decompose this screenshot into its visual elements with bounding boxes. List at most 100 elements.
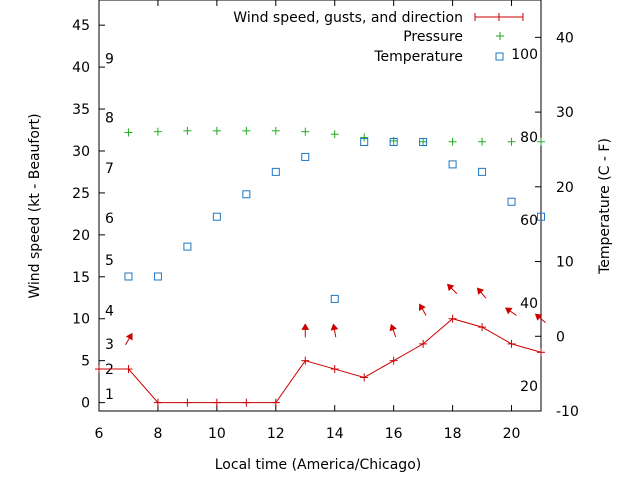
- wind-direction-arrow: [125, 332, 133, 346]
- pressure-point: [153, 127, 162, 136]
- arrow-head: [419, 303, 426, 311]
- y-left-tick-label: 10: [72, 312, 90, 328]
- y-left-tick-label: 5: [81, 354, 90, 370]
- pressure-point: [419, 137, 428, 146]
- temperature-point: [271, 167, 280, 176]
- wind-point: [242, 398, 251, 407]
- legend-key-temperature: [495, 52, 504, 61]
- temperature-point: [153, 272, 162, 281]
- wind-point: [507, 339, 516, 348]
- wind-point: [271, 398, 280, 407]
- pressure-point: [537, 137, 545, 146]
- pressure-point: [183, 126, 192, 135]
- pressure-point: [478, 137, 487, 146]
- pressure-point: [360, 133, 369, 142]
- fahrenheit-label: 20: [520, 379, 538, 395]
- pressure-point: [301, 127, 310, 136]
- wind-point: [183, 398, 192, 407]
- wind-point: [478, 323, 487, 332]
- wind-direction-arrows: [125, 283, 546, 346]
- arrow-head: [534, 313, 543, 321]
- wind-point: [301, 356, 310, 365]
- fahrenheit-label: 100: [511, 47, 538, 63]
- wind-direction-arrow: [389, 323, 397, 338]
- y-right-tick-label: 10: [556, 255, 574, 271]
- beaufort-label: 2: [105, 362, 114, 378]
- y-left-tick-label: 30: [72, 144, 90, 160]
- y-left-tick-label: 25: [72, 186, 90, 202]
- pressure-point: [212, 126, 221, 135]
- arrow-head: [476, 287, 485, 295]
- legend: Wind speed, gusts, and direction Pressur…: [233, 10, 524, 65]
- wind-direction-arrow: [446, 283, 458, 294]
- y-axis-left-title: Wind speed (kt - Beaufort): [27, 113, 43, 298]
- pressure-point: [330, 130, 339, 139]
- y-axis-left: 0 5 10 15 20 25 30 35 40 45: [72, 18, 105, 412]
- beaufort-label: 1: [105, 387, 114, 403]
- y-left-tick-label: 40: [72, 60, 90, 76]
- temperature-point: [124, 272, 133, 281]
- wind-direction-arrow: [419, 303, 427, 316]
- beaufort-label: 6: [105, 211, 114, 227]
- beaufort-label: 7: [105, 161, 114, 177]
- y-left-tick-label: 20: [72, 228, 90, 244]
- beaufort-label: 3: [105, 337, 114, 353]
- wind-direction-arrow: [534, 313, 546, 323]
- beaufort-label: 8: [105, 110, 114, 126]
- y-left-tick-label: 45: [72, 18, 90, 34]
- x-tick-label: 14: [326, 426, 344, 442]
- y-right-tick-label: 0: [556, 329, 565, 345]
- temperature-point: [301, 152, 310, 161]
- temperature-point: [389, 137, 398, 146]
- temperature-point: [507, 197, 516, 206]
- wind-point: [448, 314, 457, 323]
- temperature-point: [242, 190, 251, 199]
- legend-key-wind: [474, 13, 524, 21]
- wind-point: [212, 398, 221, 407]
- x-tick-label: 16: [385, 426, 403, 442]
- temperature-point: [360, 137, 369, 146]
- temperature-point: [212, 212, 221, 221]
- y-axis-right-title: Temperature (C - F): [597, 138, 613, 275]
- wind-point: [389, 356, 398, 365]
- fahrenheit-label: 80: [520, 130, 538, 146]
- wind-point: [95, 365, 103, 374]
- legend-key-pressure: [496, 32, 504, 40]
- y-right-tick-label: 40: [556, 30, 574, 46]
- wind-point: [153, 398, 162, 407]
- arrow-head: [389, 323, 397, 332]
- wind-point: [537, 348, 545, 357]
- y-right-tick-label: 30: [556, 105, 574, 121]
- fahrenheit-label: 40: [520, 296, 538, 312]
- y-axis-right: -10 0 10 20 30 40: [535, 30, 579, 420]
- temperature-point: [183, 242, 192, 251]
- temperature-point: [330, 294, 339, 303]
- wind-point: [360, 373, 369, 382]
- wind-direction-arrow: [301, 323, 310, 338]
- plot-frame: [98, 0, 542, 412]
- y-left-tick-label: 15: [72, 270, 90, 286]
- wind-point: [124, 365, 133, 374]
- series-layer: [95, 126, 545, 407]
- x-tick-label: 8: [153, 426, 162, 442]
- x-tick-label: 20: [503, 426, 521, 442]
- legend-label-temperature: Temperature: [373, 49, 463, 65]
- wind-speed-line: [99, 318, 542, 404]
- arrow-head: [301, 323, 310, 330]
- arrow-head: [125, 332, 133, 341]
- y-right-tick-label: -10: [556, 404, 579, 420]
- beaufort-label: 4: [105, 303, 114, 319]
- pressure-point: [448, 137, 457, 146]
- legend-label-wind: Wind speed, gusts, and direction: [233, 10, 463, 26]
- wind-direction-arrow: [476, 287, 487, 299]
- y-left-tick-label: 0: [81, 396, 90, 412]
- wind-point: [330, 365, 339, 374]
- wind-direction-arrow: [505, 307, 517, 316]
- beaufort-label: 9: [105, 52, 114, 68]
- pressure-point: [242, 126, 251, 135]
- fahrenheit-label: 60: [520, 213, 538, 229]
- temperature-point: [448, 160, 457, 169]
- beaufort-labels: 1 2 3 4 5 6 7 8 9: [105, 52, 114, 404]
- x-tick-label: 18: [444, 426, 462, 442]
